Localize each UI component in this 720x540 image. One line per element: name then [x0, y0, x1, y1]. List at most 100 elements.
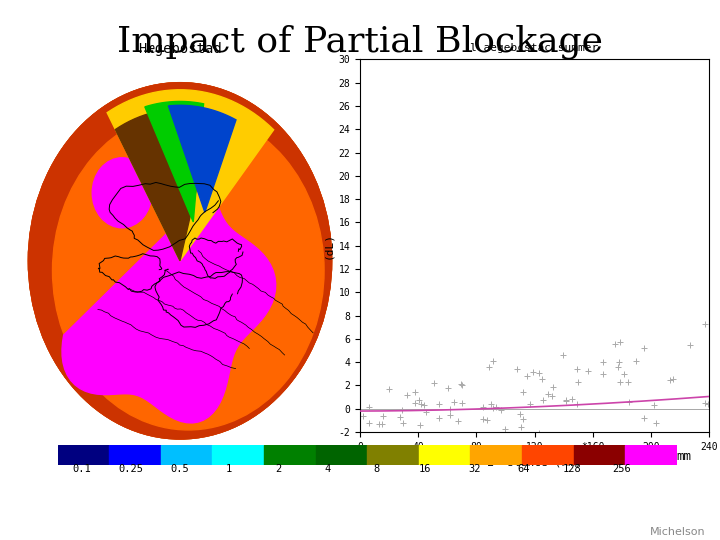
- Point: [395, 412, 406, 421]
- Point: [630, 357, 642, 366]
- Text: 1: 1: [226, 464, 233, 475]
- Point: [593, 454, 604, 462]
- Text: 32: 32: [468, 464, 480, 475]
- Point: [614, 377, 626, 386]
- Point: [549, 435, 561, 443]
- Point: [456, 381, 467, 389]
- Text: 0.5: 0.5: [171, 464, 189, 475]
- Polygon shape: [107, 90, 274, 261]
- Point: [542, 389, 554, 398]
- Bar: [419, 445, 470, 465]
- Point: [499, 425, 510, 434]
- Point: [561, 397, 572, 406]
- Point: [632, 444, 644, 453]
- Y-axis label: (dL): (dL): [323, 232, 333, 259]
- Point: [433, 414, 444, 423]
- Point: [657, 431, 668, 440]
- Point: [487, 404, 499, 413]
- Text: Algorithms that are able to infill data should reduce the variance in the scatte: Algorithms that are able to infill data …: [16, 519, 704, 534]
- Point: [363, 419, 374, 428]
- Text: Michelson: Michelson: [650, 527, 706, 537]
- Point: [420, 408, 432, 416]
- Point: [528, 468, 539, 477]
- Text: 4: 4: [324, 464, 330, 475]
- Point: [699, 399, 711, 407]
- Point: [487, 357, 499, 366]
- Point: [377, 420, 388, 428]
- Text: 128: 128: [563, 464, 582, 475]
- Bar: [522, 445, 574, 465]
- Text: 2: 2: [275, 464, 282, 475]
- Point: [527, 368, 539, 376]
- Point: [597, 357, 608, 366]
- Point: [667, 375, 679, 384]
- Point: [409, 399, 420, 408]
- Bar: [574, 445, 625, 465]
- Point: [484, 362, 495, 371]
- Point: [414, 420, 426, 429]
- Point: [413, 396, 425, 404]
- Point: [678, 442, 690, 451]
- Point: [536, 375, 548, 383]
- Polygon shape: [62, 190, 276, 423]
- Point: [444, 405, 456, 414]
- Point: [516, 471, 527, 480]
- Point: [521, 372, 533, 380]
- Polygon shape: [168, 105, 236, 212]
- Bar: [367, 445, 419, 465]
- Title: l aegebcstac summer: l aegebcstac summer: [470, 43, 599, 53]
- Point: [517, 414, 528, 423]
- Point: [518, 388, 529, 396]
- Circle shape: [53, 111, 324, 430]
- Point: [597, 370, 608, 379]
- Point: [377, 412, 389, 421]
- Point: [560, 396, 572, 404]
- Point: [557, 350, 568, 359]
- Point: [571, 364, 582, 373]
- Point: [449, 398, 460, 407]
- Circle shape: [27, 82, 333, 440]
- Point: [415, 400, 426, 408]
- Point: [358, 411, 369, 420]
- Point: [516, 423, 527, 431]
- Point: [511, 365, 523, 374]
- Point: [595, 454, 607, 463]
- Point: [625, 537, 636, 540]
- Point: [537, 396, 549, 404]
- Circle shape: [27, 82, 333, 440]
- Bar: [58, 445, 109, 465]
- Point: [638, 414, 649, 422]
- Point: [418, 401, 430, 410]
- Text: 0.25: 0.25: [119, 464, 143, 475]
- Point: [692, 435, 703, 443]
- Bar: [161, 445, 212, 465]
- Point: [455, 380, 467, 388]
- Point: [572, 377, 583, 386]
- Point: [631, 432, 642, 441]
- Bar: [264, 445, 315, 465]
- Text: 8: 8: [373, 464, 379, 475]
- Point: [547, 383, 559, 391]
- Point: [612, 363, 624, 372]
- Point: [618, 369, 630, 378]
- Point: [373, 420, 384, 429]
- Text: 256: 256: [612, 464, 631, 475]
- Circle shape: [92, 158, 152, 228]
- Point: [564, 437, 576, 445]
- Point: [534, 369, 545, 377]
- Point: [613, 357, 625, 366]
- Point: [664, 469, 675, 477]
- Point: [622, 377, 634, 386]
- Point: [428, 379, 440, 387]
- Polygon shape: [145, 102, 204, 222]
- Point: [477, 415, 489, 423]
- Bar: [109, 445, 161, 465]
- Point: [638, 344, 649, 353]
- Point: [649, 401, 660, 410]
- Point: [684, 341, 696, 349]
- Point: [514, 409, 526, 418]
- Point: [397, 418, 409, 427]
- Point: [444, 411, 456, 420]
- Point: [485, 400, 497, 408]
- Bar: [315, 445, 367, 465]
